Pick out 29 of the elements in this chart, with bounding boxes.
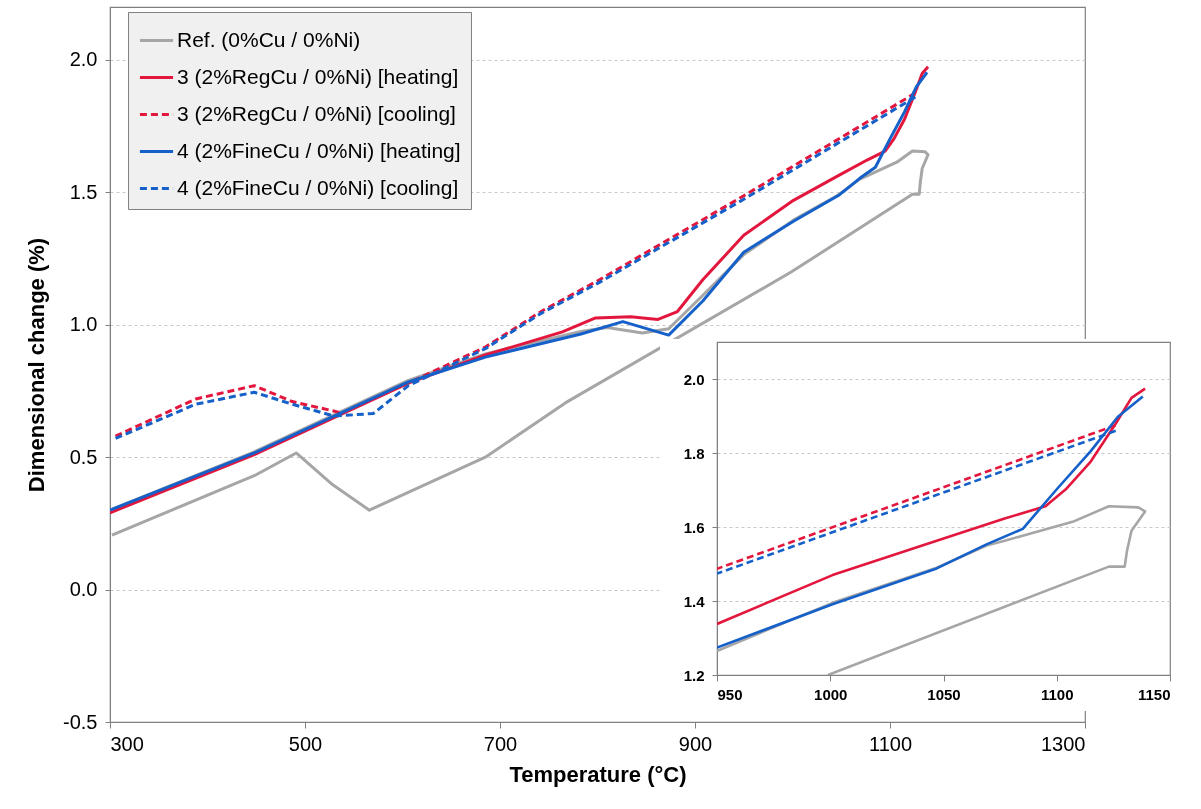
- x-tick-label: 1150: [1137, 685, 1171, 703]
- y-tick-label: 0.5: [69, 445, 98, 468]
- x-tick-label: 1100: [1040, 685, 1074, 703]
- legend-label: 4 (2%FineCu / 0%Ni) [cooling]: [177, 175, 459, 199]
- x-tick-label: 1000: [814, 685, 848, 703]
- y-tick-label: 1.0: [69, 313, 98, 336]
- y-tick-label: 1.2: [683, 666, 705, 684]
- y-tick-label: 1.4: [683, 592, 706, 610]
- x-tick-label: 900: [678, 732, 713, 755]
- x-axis-title: Temperature (°C): [509, 761, 687, 787]
- legend-label: 3 (2%RegCu / 0%Ni) [heating]: [177, 64, 459, 88]
- y-tick-label: 2.0: [69, 48, 98, 71]
- y-axis-title: Dimensional change (%): [24, 237, 50, 493]
- legend-label: 3 (2%RegCu / 0%Ni) [cooling]: [177, 101, 456, 125]
- y-tick-label: 1.5: [69, 180, 98, 203]
- x-tick-label: 500: [288, 732, 323, 755]
- x-tick-label: 950: [717, 685, 743, 703]
- x-tick-label: 1300: [1041, 732, 1086, 755]
- y-tick-label: 2.0: [683, 370, 705, 388]
- x-tick-label: 1050: [927, 685, 961, 703]
- legend-label: Ref. (0%Cu / 0%Ni): [177, 27, 361, 51]
- x-tick-label: 300: [110, 732, 144, 755]
- y-tick-label: 0.0: [69, 578, 98, 601]
- y-tick-label: -0.5: [63, 710, 98, 733]
- x-tick-label: 1100: [868, 732, 913, 755]
- y-tick-label: 1.8: [683, 444, 705, 462]
- legend-label: 4 (2%FineCu / 0%Ni) [heating]: [177, 138, 461, 162]
- y-tick-label: 1.6: [683, 518, 705, 536]
- x-tick-label: 700: [483, 732, 518, 755]
